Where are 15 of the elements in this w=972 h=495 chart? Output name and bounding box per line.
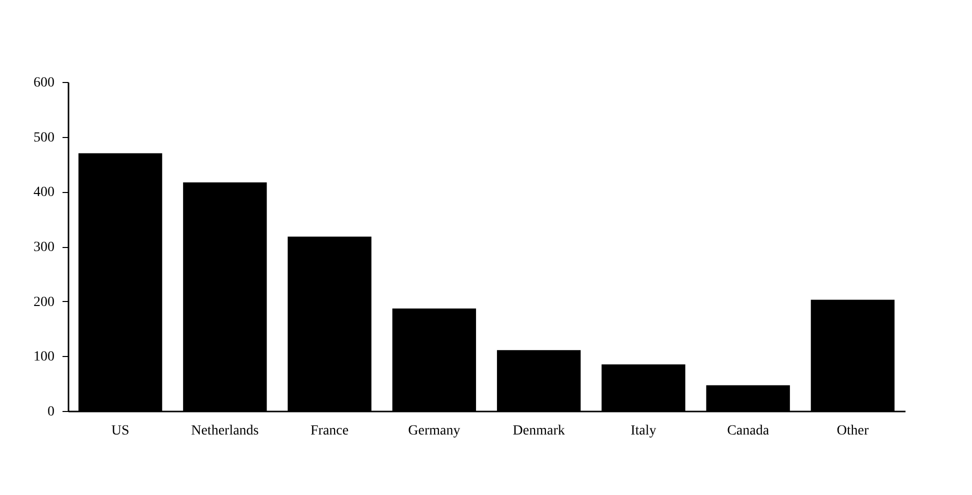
x-tick-label: Other xyxy=(836,424,869,438)
y-tick-label: 500 xyxy=(34,130,54,146)
y-tick-label: 300 xyxy=(34,240,54,255)
x-tick-label: US xyxy=(111,424,130,438)
y-tick-label: 0 xyxy=(48,404,54,420)
y-tick-label: 200 xyxy=(34,294,54,310)
x-tick-label: Netherlands xyxy=(191,424,259,438)
x-tick-label: Canada xyxy=(727,424,770,438)
y-tick-label: 600 xyxy=(34,76,54,90)
x-tick-label: France xyxy=(310,424,349,438)
x-tick-label: Germany xyxy=(408,424,460,438)
x-tick-label: Italy xyxy=(630,424,656,438)
y-tick-label: 100 xyxy=(34,350,54,365)
x-tick-label: Denmark xyxy=(512,424,565,438)
y-tick-label: 400 xyxy=(34,185,54,200)
